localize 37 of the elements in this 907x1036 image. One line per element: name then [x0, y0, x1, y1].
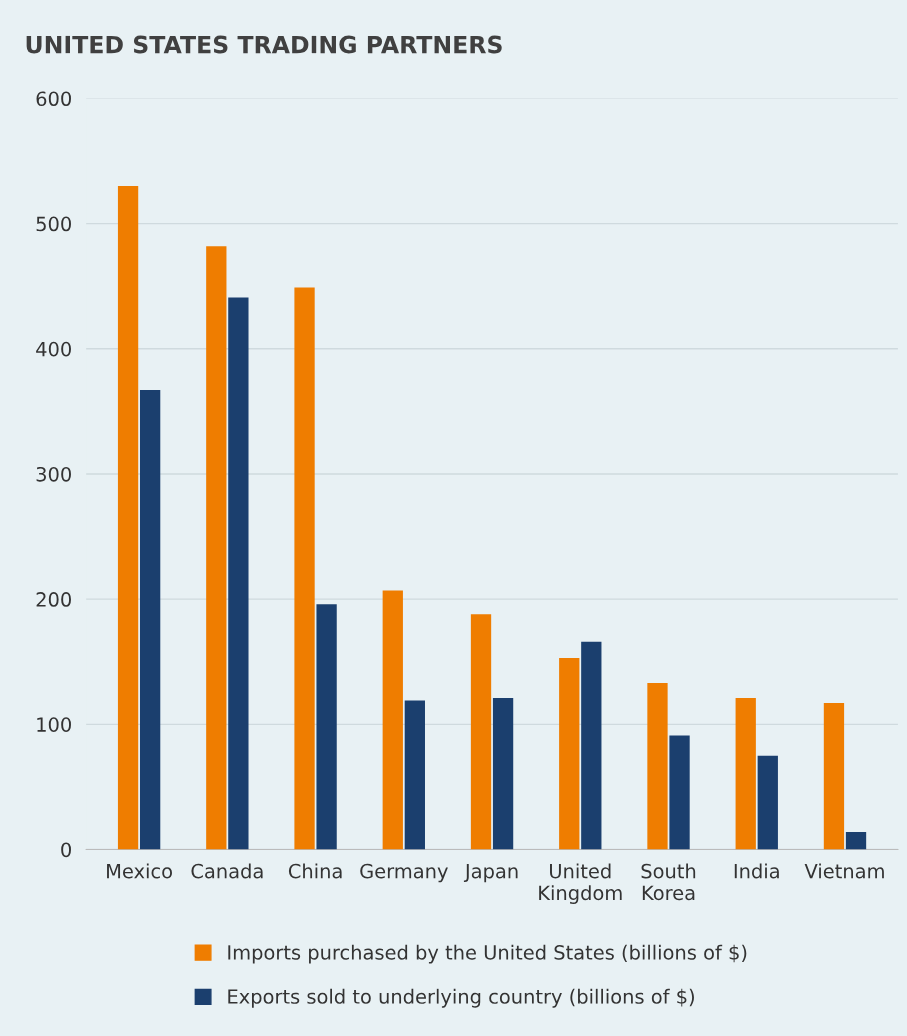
- y-tick-label: 400: [36, 341, 71, 357]
- x-tick-label: Vietnam: [804, 863, 884, 879]
- y-tick-label: 500: [36, 216, 71, 232]
- bar: [647, 683, 668, 850]
- bar: [316, 604, 337, 850]
- bar: [845, 831, 867, 850]
- x-tick-label: Canada: [191, 863, 263, 879]
- x-tick-label: South Korea: [641, 863, 696, 901]
- chart-title: UNITED STATES TRADING PARTNERS: [26, 35, 502, 54]
- bar: [404, 700, 425, 850]
- bar: [581, 641, 602, 850]
- x-tick-label: Germany: [360, 863, 448, 883]
- bar: [382, 590, 403, 850]
- bar: [757, 755, 778, 850]
- y-tick-label: 600: [36, 91, 71, 107]
- bar: [669, 735, 690, 850]
- bar: [117, 186, 139, 850]
- bar: [492, 698, 514, 850]
- bar: [470, 614, 492, 850]
- x-tick-label: United Kingdom: [539, 863, 622, 904]
- bar: [206, 246, 227, 850]
- bar: [294, 287, 315, 850]
- bar: [559, 657, 580, 850]
- x-tick-label: China: [288, 863, 342, 879]
- x-tick-label: Mexico: [107, 863, 172, 879]
- x-tick-label: Japan: [463, 864, 518, 883]
- bar: [139, 390, 161, 850]
- bar: [735, 698, 756, 850]
- y-tick-label: 300: [36, 466, 71, 482]
- bar: [228, 297, 249, 850]
- y-tick-label: 200: [36, 592, 71, 607]
- y-tick-label: 0: [61, 842, 71, 858]
- x-tick-label: India: [734, 863, 779, 879]
- bar: [823, 703, 845, 850]
- legend-label: Exports sold to underlying country (billions of $): [228, 988, 694, 1008]
- y-tick-label: 100: [37, 717, 71, 732]
- legend-label: Imports purchased by the United States (billions of $): [228, 944, 747, 964]
